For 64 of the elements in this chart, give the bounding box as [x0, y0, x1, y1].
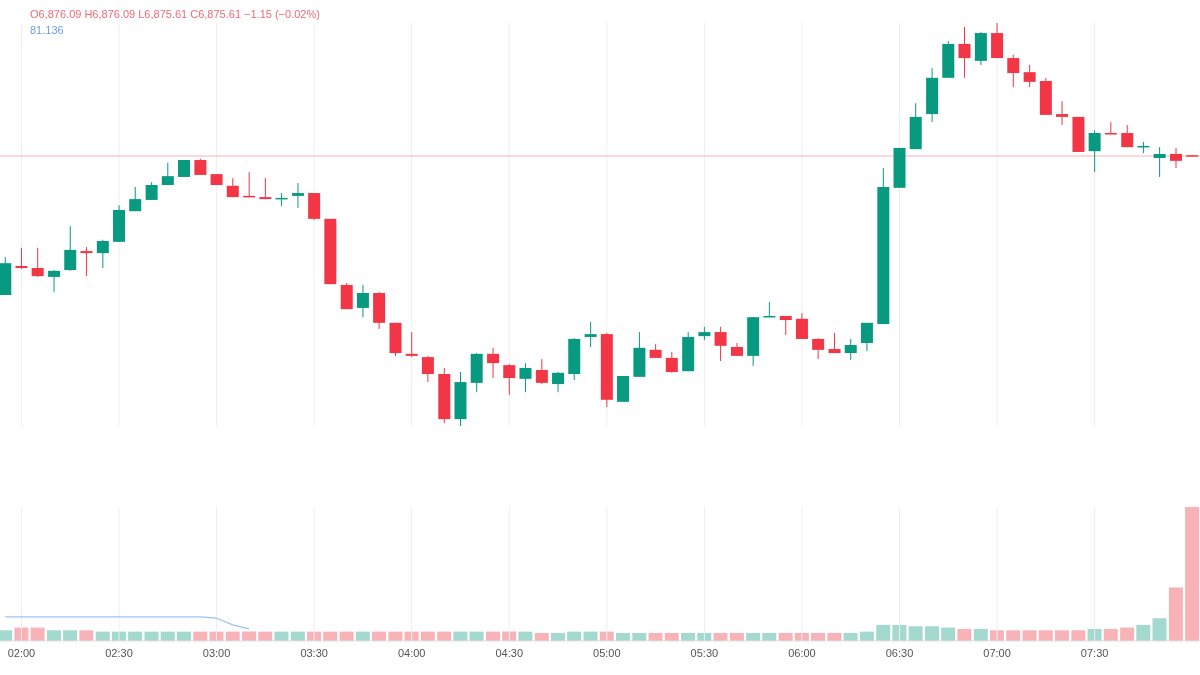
candlestick: [48, 269, 61, 293]
bar: [957, 628, 972, 641]
x-tick-label: 04:00: [397, 646, 426, 659]
x-tick-label: 02:00: [7, 646, 36, 659]
bar: [1006, 630, 1021, 641]
candlestick: [487, 347, 500, 379]
x-tick-label: 07:30: [1080, 646, 1109, 659]
candlestick: [1088, 129, 1101, 173]
candlestick: [129, 186, 142, 212]
bar: [1071, 630, 1086, 641]
x-tick-label: 03:30: [300, 646, 328, 659]
candlestick: [1104, 121, 1117, 135]
candlestick: [1056, 100, 1069, 126]
bar: [63, 630, 78, 641]
candlestick: [665, 351, 678, 374]
candlestick: [1153, 146, 1166, 178]
x-tick-label: 02:30: [105, 646, 133, 659]
candlestick: [1023, 64, 1036, 88]
bar: [79, 630, 94, 641]
candlestick: [535, 358, 548, 385]
candlestick: [503, 363, 516, 396]
x-tick-label: 05:30: [690, 646, 719, 659]
candlestick: [1007, 54, 1020, 88]
candlestick: [552, 371, 565, 393]
bar: [1038, 630, 1053, 641]
x-tick-label: 06:30: [885, 646, 914, 659]
bar: [1136, 624, 1151, 641]
bar: [0, 630, 13, 641]
bar: [1185, 507, 1200, 641]
x-tick-label: 07:00: [983, 646, 1011, 659]
x-tick-label: 06:00: [788, 646, 816, 659]
candlestick: [291, 182, 304, 209]
candlestick: [714, 326, 727, 362]
candlestick: [584, 321, 597, 348]
bar: [1022, 630, 1037, 641]
text: O6,876.09 H6,876.09 L6,875.61 C6,875.61 −1.15 (−0.02%): [30, 7, 320, 22]
bar: [1168, 587, 1183, 641]
bar: [46, 630, 61, 641]
bar: [876, 624, 891, 641]
candlestick: [795, 312, 808, 340]
candlestick: [812, 337, 825, 360]
x-tick-label: 04:30: [495, 646, 524, 659]
candlestick: [1170, 147, 1182, 169]
candlestick: [356, 284, 369, 318]
candlestick: [96, 239, 109, 269]
bar: [1152, 618, 1167, 641]
candlestick: [15, 247, 28, 270]
candlestick: [519, 362, 532, 393]
annotation: 81.136: [30, 23, 65, 38]
bar: [908, 626, 923, 641]
candlestick: [958, 26, 971, 79]
bar: [1054, 630, 1069, 641]
x-tick-label: 05:00: [593, 646, 621, 659]
candlestick: [80, 246, 93, 277]
candlestick: [31, 247, 44, 278]
candlestick: [844, 338, 857, 361]
candlestick: [421, 355, 434, 383]
bar: [1103, 628, 1118, 641]
bar: [973, 628, 988, 641]
candlestick: [860, 322, 873, 352]
x-tick-label: 03:00: [202, 646, 231, 659]
candlestick: [64, 225, 77, 272]
candlestick: [405, 331, 418, 358]
bar: [925, 626, 939, 641]
